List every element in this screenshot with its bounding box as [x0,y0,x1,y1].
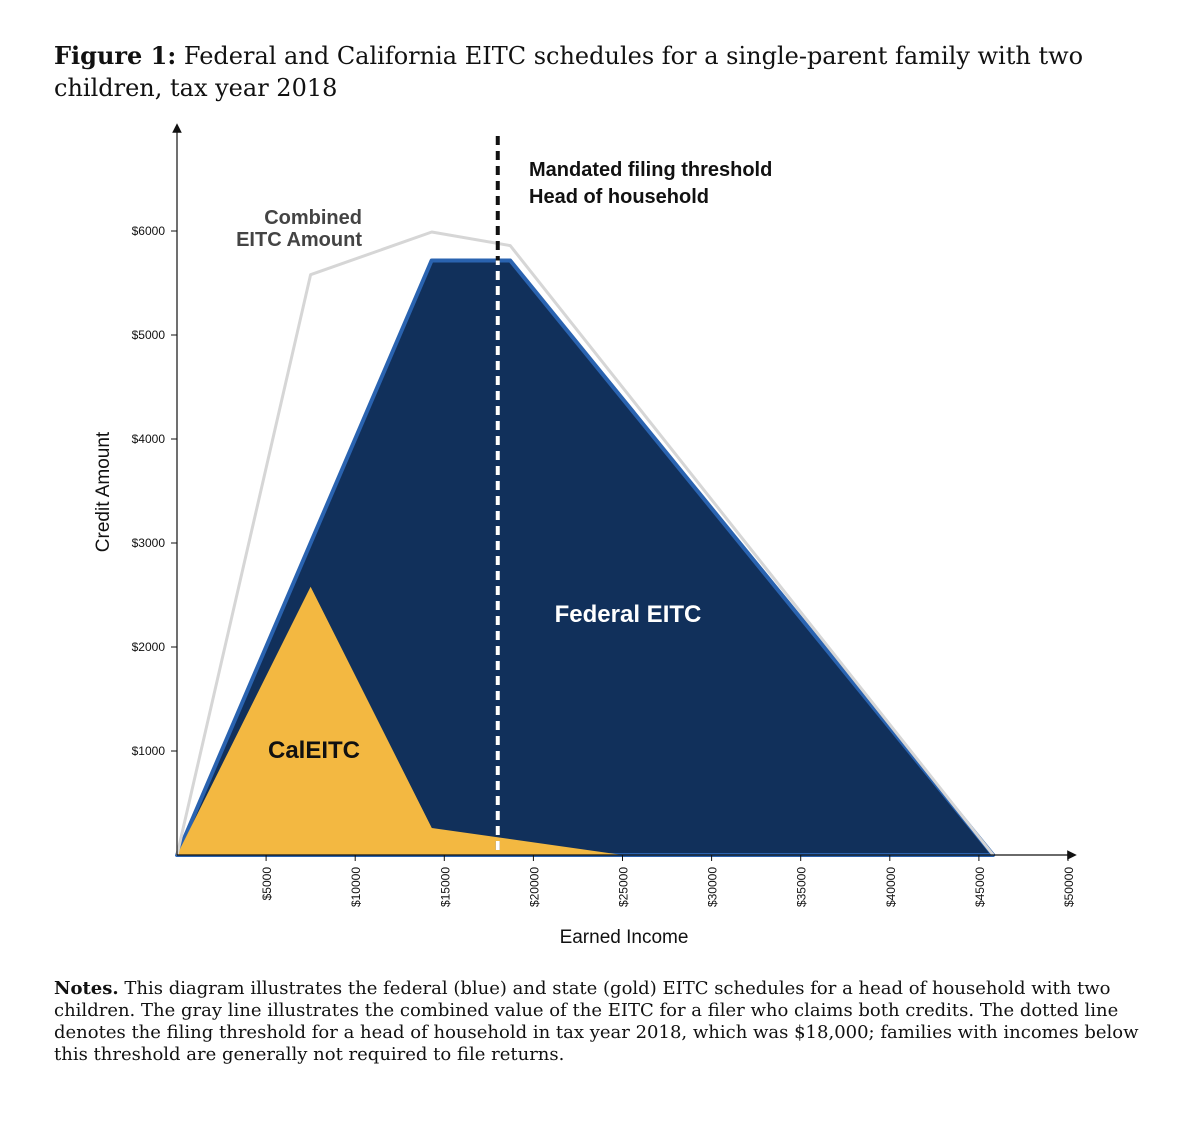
figure-title-text: Federal and California EITC schedules fo… [54,42,1084,102]
x-tick-label: $20000 [527,867,541,907]
caleitc-area [177,586,623,855]
x-tick-label: $15000 [438,867,452,907]
notes-text: This diagram illustrates the federal (bl… [54,978,1139,1065]
eitc-chart: $1000 $2000 $3000 $4000 $5000 $6000 $5000 $1000… [93,123,1077,948]
combined-eitc-line [175,230,995,856]
y-tick-label: $6000 [132,224,166,238]
y-tick-label: $2000 [132,640,166,654]
combined-label-line: Combined [264,207,362,229]
x-tick-label: $5000 [260,867,274,901]
x-tick-label: $10000 [349,867,363,907]
y-tick-label: $3000 [132,536,166,550]
combined-label-line: EITC Amount [236,229,362,251]
threshold-label-line: Mandated filing threshold [529,159,772,181]
x-tick-label: $25000 [617,867,631,907]
figure-title: Figure 1: Federal and California EITC sc… [54,40,1154,104]
threshold-label-line: Head of household [529,186,709,208]
x-tick-label: $35000 [795,867,809,907]
x-tick-label: $30000 [706,867,720,907]
x-tick-label: $50000 [1062,867,1076,907]
notes-label: Notes. [54,978,119,999]
x-tick-label: $45000 [973,867,987,907]
y-tick-label: $5000 [132,328,166,342]
figure-notes: Notes. This diagram illustrates the fede… [54,978,1144,1066]
y-tick-label: $4000 [132,432,166,446]
x-tick-label: $40000 [884,867,898,907]
y-tick-label: $1000 [132,744,166,758]
federal-eitc-label: Federal EITC [555,601,702,628]
figure-label: Figure 1: [54,41,177,70]
x-axis-label: Earned Income [560,927,689,948]
caleitc-label: CalEITC [268,737,360,764]
y-axis-label: Credit Amount [93,431,114,552]
